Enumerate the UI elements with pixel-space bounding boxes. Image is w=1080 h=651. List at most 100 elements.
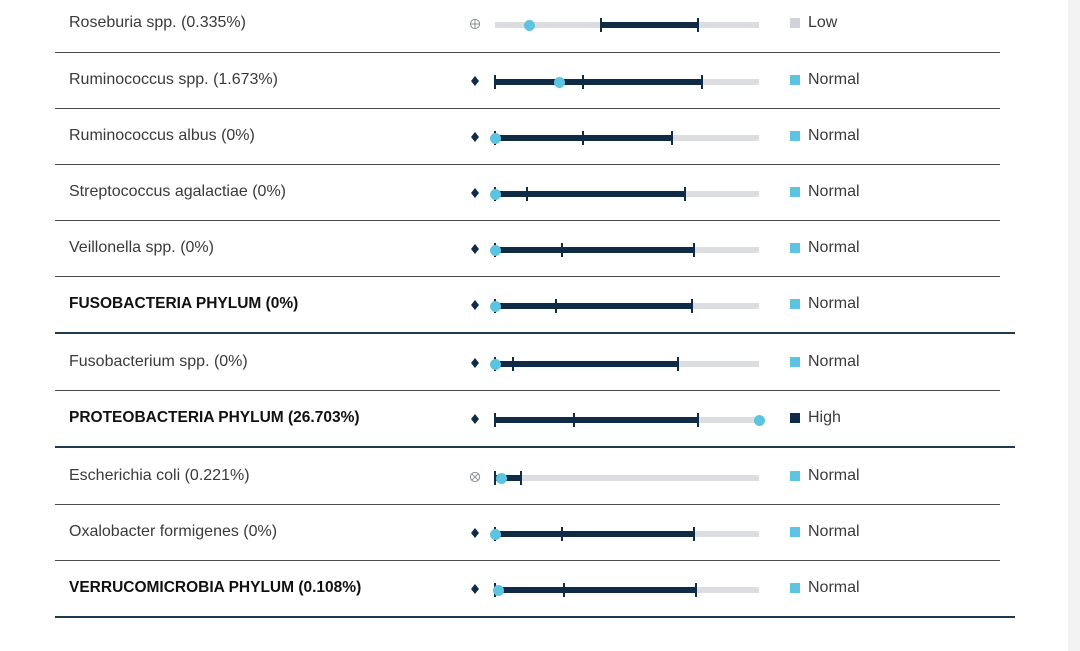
diamond-icon <box>468 356 482 370</box>
phylum-name: FUSOBACTERIA PHYLUM (0%) <box>69 295 299 312</box>
range-track <box>489 131 759 145</box>
status-label: Normal <box>808 239 860 256</box>
median-tick <box>561 527 564 541</box>
status-label: Normal <box>808 127 860 144</box>
status-swatch <box>790 527 800 537</box>
range-end-tick <box>494 413 496 427</box>
diamond-icon <box>468 412 482 426</box>
taxon-name: Oxalobacter formigenes (0%) <box>69 523 278 540</box>
status-label: Normal <box>808 71 860 88</box>
median-tick <box>554 299 557 313</box>
circle-plus-icon <box>468 17 482 31</box>
range-track <box>489 527 759 541</box>
status-label: Normal <box>808 579 860 596</box>
diamond-icon <box>468 298 482 312</box>
median-tick <box>563 583 566 597</box>
reference-range-bar <box>495 361 679 367</box>
value-marker <box>489 300 501 312</box>
range-track <box>489 357 759 371</box>
status-label: Normal <box>808 523 860 540</box>
phylum-name: PROTEOBACTERIA PHYLUM (26.703%) <box>69 409 360 426</box>
row-divider <box>55 560 1000 561</box>
phylum-divider <box>55 332 1015 334</box>
status-swatch <box>790 131 800 141</box>
value-marker <box>493 584 505 596</box>
status-label: Normal <box>808 183 860 200</box>
median-tick <box>599 18 602 32</box>
value-marker <box>489 358 501 370</box>
range-end-tick <box>701 75 704 89</box>
reference-range-bar <box>495 79 703 85</box>
taxon-name: Escherichia coli (0.221%) <box>69 467 250 484</box>
reference-range-bar <box>495 247 695 253</box>
status-label: Low <box>808 14 838 31</box>
diamond-icon <box>468 242 482 256</box>
status-swatch <box>790 243 800 253</box>
reference-range-bar <box>495 587 696 593</box>
value-marker <box>523 19 535 31</box>
range-end-tick <box>520 471 523 485</box>
median-tick <box>561 243 564 257</box>
status-swatch <box>790 299 800 309</box>
status-swatch <box>790 413 800 423</box>
status-swatch <box>790 187 800 197</box>
status-label: Normal <box>808 295 860 312</box>
range-end-tick <box>670 131 673 145</box>
range-end-tick <box>690 299 693 313</box>
median-tick <box>512 357 515 371</box>
circle-x-icon <box>468 470 482 484</box>
range-track <box>494 413 765 427</box>
value-marker <box>489 188 501 200</box>
status-swatch <box>790 583 800 593</box>
value-marker <box>489 528 501 540</box>
taxon-name: Streptococcus agalactiae (0%) <box>69 183 286 200</box>
range-end-tick <box>684 187 687 201</box>
status-swatch <box>790 75 800 85</box>
taxon-name: Veillonella spp. (0%) <box>69 239 214 256</box>
taxon-name: Roseburia spp. (0.335%) <box>69 14 246 31</box>
range-end-tick <box>693 527 696 541</box>
range-end-tick <box>494 75 496 89</box>
range-end-tick <box>697 413 700 427</box>
value-marker <box>489 132 501 144</box>
taxon-name: Ruminococcus albus (0%) <box>69 127 255 144</box>
diamond-icon <box>468 582 482 596</box>
median-tick <box>573 413 576 427</box>
row-divider <box>55 220 1000 221</box>
median-tick <box>582 131 585 145</box>
range-end-tick <box>494 471 496 485</box>
range-end-tick <box>677 357 680 371</box>
phylum-divider <box>55 616 1015 618</box>
phylum-divider <box>55 446 1015 448</box>
value-marker <box>496 472 508 484</box>
reference-range-bar <box>495 191 686 197</box>
reference-range-bar <box>600 22 699 28</box>
range-track <box>489 299 759 313</box>
diamond-icon <box>468 186 482 200</box>
scrollbar-track[interactable] <box>1068 0 1080 651</box>
median-tick <box>525 187 528 201</box>
value-marker <box>554 76 566 88</box>
status-label: High <box>808 409 841 426</box>
row-divider <box>55 52 1000 53</box>
row-divider <box>55 390 1000 391</box>
range-track <box>489 187 759 201</box>
status-label: Normal <box>808 467 860 484</box>
status-swatch <box>790 471 800 481</box>
range-track <box>493 583 759 597</box>
value-marker <box>489 244 501 256</box>
taxon-name: Ruminococcus spp. (1.673%) <box>69 71 278 88</box>
row-divider <box>55 276 1000 277</box>
status-label: Normal <box>808 353 860 370</box>
reference-range-bar <box>495 531 695 537</box>
phylum-name: VERRUCOMICROBIA PHYLUM (0.108%) <box>69 579 362 596</box>
row-divider <box>55 108 1000 109</box>
reference-range-bar <box>495 303 692 309</box>
taxon-name: Fusobacterium spp. (0%) <box>69 353 248 370</box>
range-track <box>495 18 759 32</box>
status-swatch <box>790 357 800 367</box>
range-track <box>494 75 759 89</box>
range-end-tick <box>694 583 697 597</box>
status-swatch <box>790 18 800 28</box>
